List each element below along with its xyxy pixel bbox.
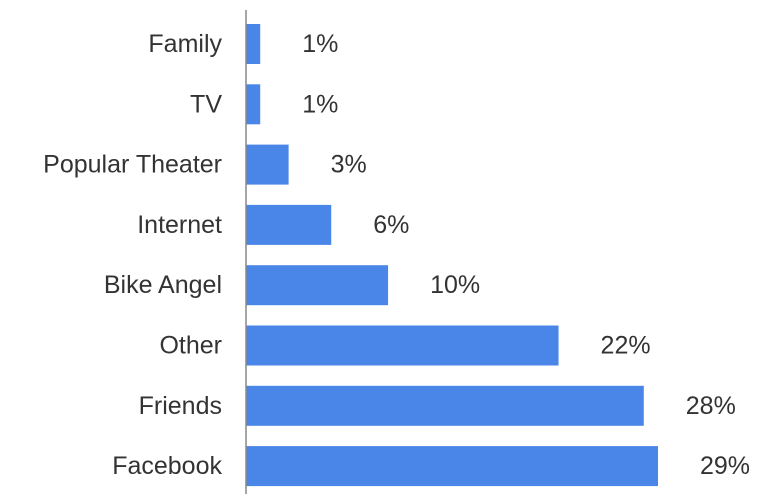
value-label-internet: 6% <box>373 211 409 239</box>
bar-family <box>246 24 261 64</box>
bar-facebook <box>246 446 658 487</box>
bar-popular-theater <box>246 144 289 185</box>
value-label-other: 22% <box>601 332 651 360</box>
category-label-other: Other <box>159 332 222 360</box>
bar-other <box>246 325 559 366</box>
bars-layer <box>246 24 658 487</box>
bar-internet <box>246 204 332 245</box>
value-label-bike-angel: 10% <box>430 271 480 299</box>
value-label-family: 1% <box>302 30 338 58</box>
category-label-tv: TV <box>190 90 222 118</box>
category-label-internet: Internet <box>137 211 222 239</box>
bar-tv <box>246 84 261 125</box>
value-label-friends: 28% <box>686 392 736 420</box>
category-label-bike-angel: Bike Angel <box>104 271 222 299</box>
category-label-facebook: Facebook <box>112 452 222 480</box>
category-label-popular-theater: Popular Theater <box>43 151 222 179</box>
value-labels-layer: 1% 1% 3% 6% 10% 22% 28% 29% <box>302 30 750 480</box>
category-label-friends: Friends <box>139 392 222 420</box>
value-label-facebook: 29% <box>700 452 750 480</box>
value-label-popular-theater: 3% <box>331 151 367 179</box>
category-labels-layer: Family TV Popular Theater Internet Bike Ange… <box>43 30 222 480</box>
bar-friends <box>246 385 644 426</box>
value-label-tv: 1% <box>302 90 338 118</box>
bar-bike-angel <box>246 265 389 306</box>
category-label-family: Family <box>148 30 222 58</box>
